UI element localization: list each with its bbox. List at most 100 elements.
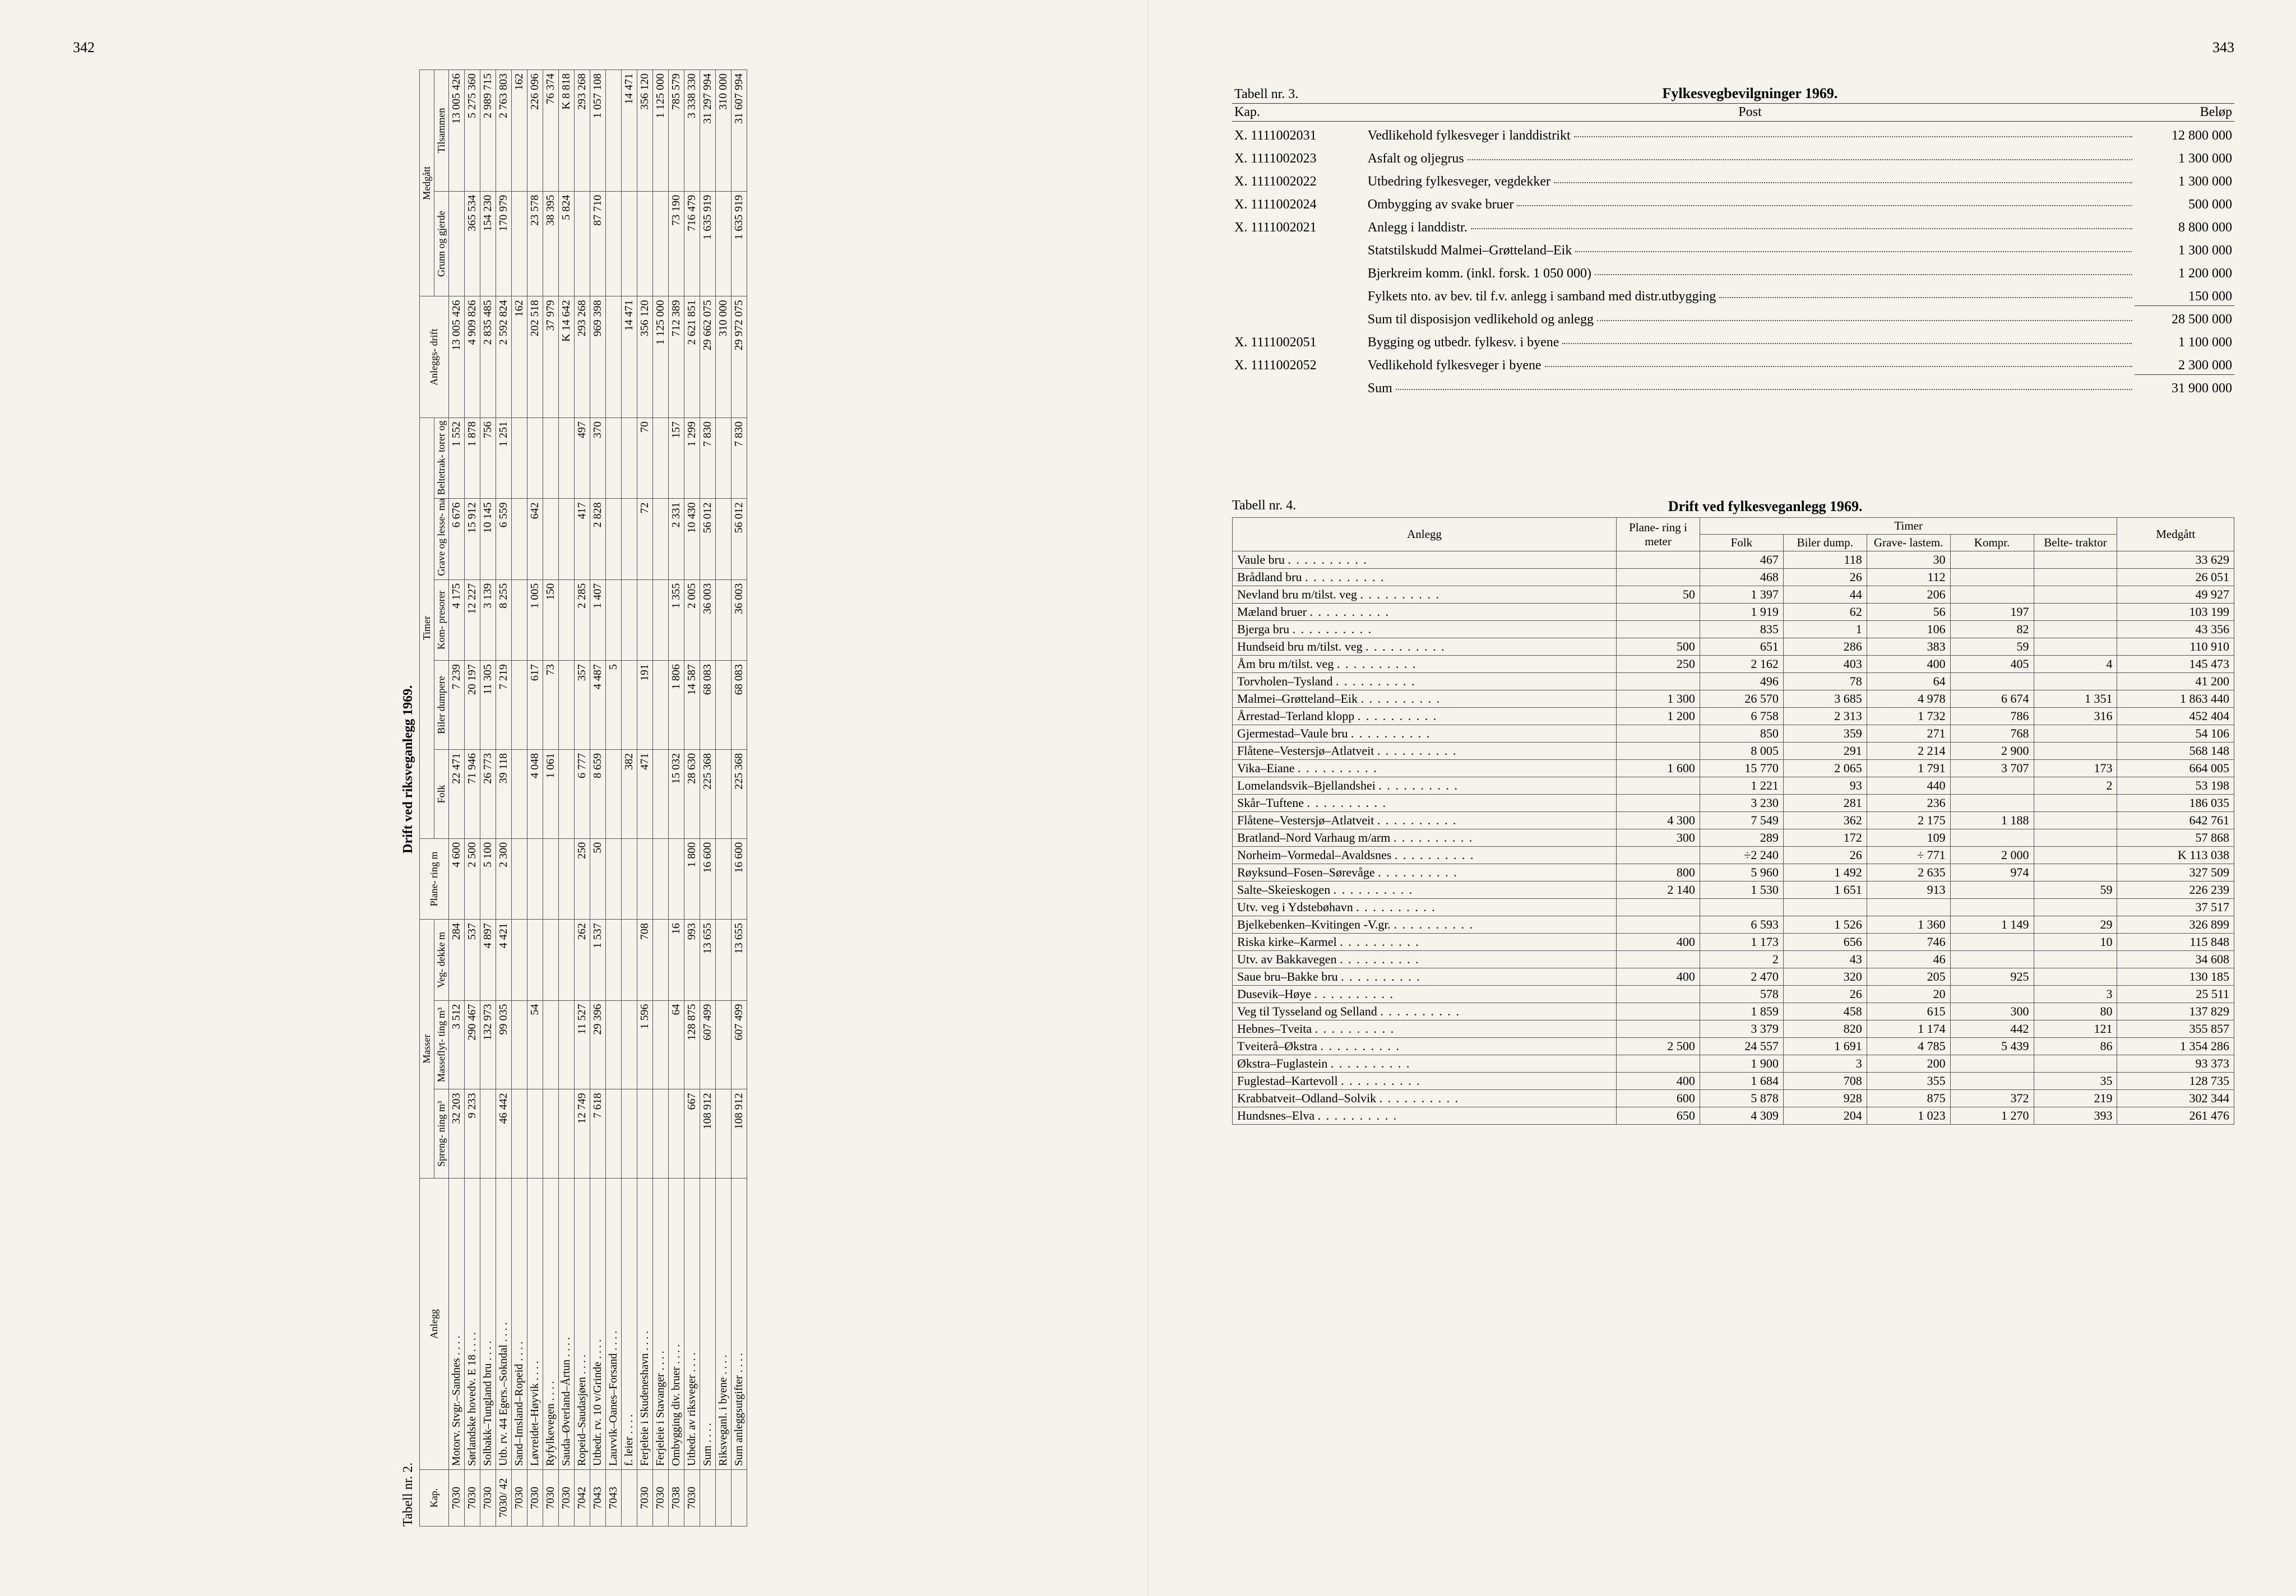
cell: 800 (1617, 864, 1700, 881)
cell (652, 838, 668, 919)
cell (621, 838, 637, 919)
cell: 974 (1950, 864, 2034, 881)
cell: 145 473 (2117, 656, 2234, 673)
cell (652, 749, 668, 838)
cell: 2 500 (464, 838, 480, 919)
cell: Flåtene–Vestersjø–Atlatveit . . . . . . … (1233, 743, 1617, 760)
table-row: X. 1111002024Ombygging av svake bruer 50… (1232, 191, 2234, 214)
cell (1617, 1055, 1700, 1073)
cell: 10 (2034, 934, 2117, 951)
table3-title: Fylkesvegbevilgninger 1969. (1365, 84, 2135, 104)
cell: 191 (637, 661, 652, 750)
cell: 29 662 075 (700, 296, 715, 418)
cell: 46 442 (496, 1089, 511, 1179)
cell: 362 (1783, 812, 1867, 829)
cell: 712 389 (668, 296, 684, 418)
table-row: X. 1111002022Utbedring fylkesveger, vegd… (1232, 168, 2234, 191)
cell: 86 (2034, 1038, 2117, 1055)
cell (621, 499, 637, 579)
table-row: Norheim–Vormedal–Avaldsnes . . . . . . .… (1233, 847, 2234, 864)
cell: 5 (605, 661, 621, 750)
cell: 68 083 (731, 661, 747, 750)
cell: 197 (1950, 604, 2034, 621)
cell (511, 499, 527, 579)
cell: 54 106 (2117, 725, 2234, 743)
cell: 400 (1617, 1073, 1700, 1090)
cell: Norheim–Vormedal–Avaldsnes . . . . . . .… (1233, 847, 1617, 864)
cell: 36 003 (731, 579, 747, 660)
table-row: Veg til Tysseland og Selland . . . . . .… (1233, 1003, 2234, 1020)
cell: 2 635 (1867, 864, 1950, 881)
cell: Mæland bruer . . . . . . . . . . (1233, 604, 1617, 621)
cell (652, 417, 668, 498)
cell: 93 373 (2117, 1055, 2234, 1073)
cell: 642 (527, 499, 543, 579)
cell: Utbedring fylkesveger, vegdekker (1365, 168, 2135, 191)
cell: 5 824 (558, 191, 574, 296)
cell: 607 499 (700, 1000, 715, 1089)
cell: 7030 (448, 1469, 464, 1526)
table-row: X. 1111002021Anlegg i landdistr. 8 800 0… (1232, 214, 2234, 236)
cell (1950, 899, 2034, 916)
cell: 6 777 (574, 749, 590, 838)
cell: 302 344 (2117, 1090, 2234, 1107)
cell: 293 268 (574, 296, 590, 418)
th3-post: Post (1365, 104, 2135, 122)
cell: 54 (527, 1000, 543, 1089)
cell (1950, 795, 2034, 812)
table-row: Bratland–Nord Varhaug m/arm . . . . . . … (1233, 829, 2234, 847)
cell: 2 500 (1617, 1038, 1700, 1055)
cell: 768 (1950, 725, 2034, 743)
cell: 109 (1867, 829, 1950, 847)
table4-container: Tabell nr. 4. Drift ved fylkesveganlegg … (1232, 498, 2234, 1125)
page-number-left: 342 (73, 39, 95, 56)
cell: Krabbatveit–Odland–Solvik . . . . . . . … (1233, 1090, 1617, 1107)
table-row: Dusevik–Høye . . . . . . . . . .57826203… (1233, 986, 2234, 1003)
cell (1232, 236, 1365, 259)
cell: ÷ 771 (1867, 847, 1950, 864)
th-biler: Biler dumpere (434, 661, 448, 750)
cell: 26 570 (1700, 690, 1783, 708)
cell: 4 309 (1700, 1107, 1783, 1125)
cell: 2 621 851 (684, 296, 700, 418)
cell: 43 (1783, 951, 1867, 968)
cell: 154 230 (480, 191, 496, 296)
cell: 172 (1783, 829, 1867, 847)
cell: Sauda–Øverland–Årtun . . . . (558, 1179, 574, 1470)
cell: 262 (574, 920, 590, 1000)
cell (543, 1089, 558, 1179)
cell: 370 (590, 417, 605, 498)
table4: Anlegg Plane- ring i meter Timer Medgått… (1232, 517, 2234, 1125)
cell: 1 351 (2034, 690, 2117, 708)
cell (1700, 899, 1783, 916)
table-row: f. leier . . . .38214 47114 471 (621, 70, 637, 1527)
cell: 29 (2034, 916, 2117, 934)
cell: 1 023 (1867, 1107, 1950, 1125)
cell: 4 487 (590, 661, 605, 750)
cell: 600 (1617, 1090, 1700, 1107)
cell: 121 (2034, 1020, 2117, 1038)
cell: Vedlikehold fylkesveger i byene (1365, 351, 2135, 374)
table-row: Fylkets nto. av bev. til f.v. anlegg i s… (1232, 282, 2234, 305)
cell (1232, 305, 1365, 328)
cell: 80 (2034, 1003, 2117, 1020)
cell (1950, 951, 2034, 968)
cell (558, 661, 574, 750)
table4-body: Vaule bru . . . . . . . . . .4671183033 … (1233, 551, 2234, 1125)
cell: 1 552 (448, 417, 464, 498)
cell: 383 (1867, 638, 1950, 656)
cell: Riksveganl. i byene . . . . (715, 1179, 731, 1470)
cell: Tveiterå–Økstra . . . . . . . . . . (1233, 1038, 1617, 1055)
cell: 925 (1950, 968, 2034, 986)
cell (448, 191, 464, 296)
cell: 50 (1617, 586, 1700, 604)
table-row: Riksveganl. i byene . . . .310 000310 00… (715, 70, 731, 1527)
cell: 496 (1700, 673, 1783, 690)
cell: Malmei–Grøtteland–Eik . . . . . . . . . … (1233, 690, 1617, 708)
cell: 1 221 (1700, 777, 1783, 795)
cell: 1 300 000 (2135, 168, 2234, 191)
cell (715, 499, 731, 579)
cell: 173 (2034, 760, 2117, 777)
cell: 35 (2034, 1073, 2117, 1090)
cell: Vedlikehold fylkesveger i landdistrikt (1365, 122, 2135, 145)
